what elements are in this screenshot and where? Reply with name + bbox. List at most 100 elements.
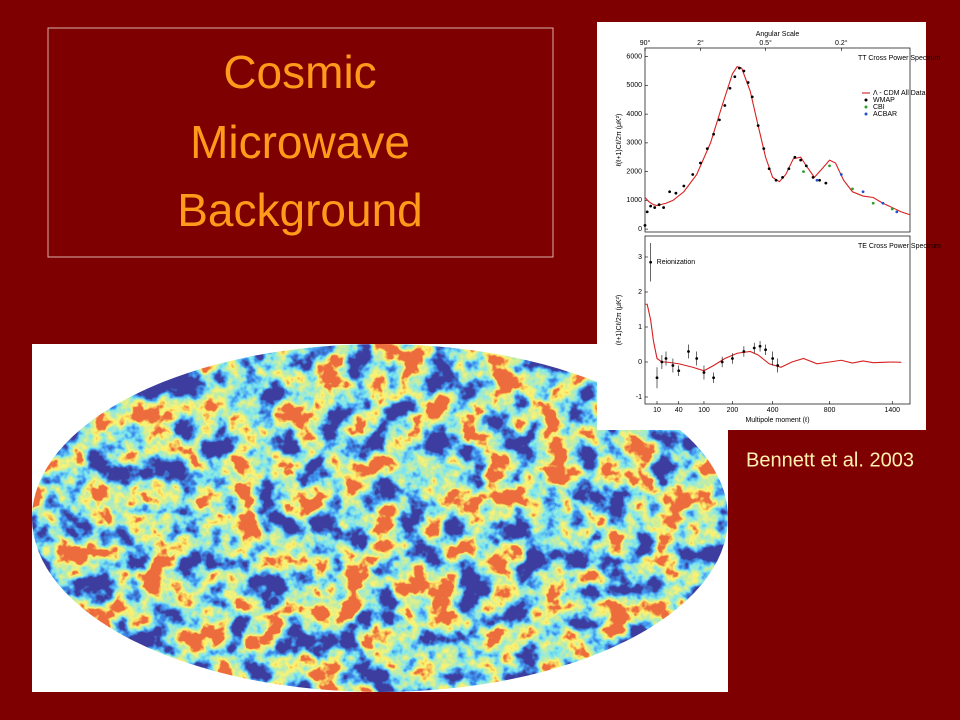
data-point xyxy=(705,147,709,151)
title-line: Background xyxy=(177,184,423,236)
y-tick-label: 1 xyxy=(638,324,642,331)
top-tick-label: 0.5° xyxy=(759,39,772,47)
x-tick-label: 1400 xyxy=(884,407,900,414)
data-point xyxy=(655,376,659,380)
data-point xyxy=(728,86,732,90)
data-point xyxy=(804,164,808,168)
y-tick-label: 3 xyxy=(638,254,642,261)
title-line: Microwave xyxy=(190,116,410,168)
data-point xyxy=(731,357,734,360)
data-point xyxy=(712,132,715,136)
data-point xyxy=(718,118,721,122)
data-point xyxy=(671,364,675,367)
data-point xyxy=(871,201,875,205)
x-tick-label: 200 xyxy=(727,407,739,414)
data-point xyxy=(674,191,678,195)
data-point xyxy=(702,371,706,374)
data-point xyxy=(746,81,750,84)
data-point xyxy=(890,207,894,211)
data-point xyxy=(851,187,854,191)
x-tick-label: 800 xyxy=(824,407,836,414)
legend-label: ACBAR xyxy=(873,111,897,118)
annotation: TT Cross Power Spectrum xyxy=(858,55,941,62)
legend-label: WMAP xyxy=(873,97,895,104)
data-point xyxy=(756,124,760,128)
figure xyxy=(597,22,926,430)
data-point xyxy=(774,178,778,182)
citation: Bennett et al. 2003 xyxy=(746,449,914,471)
data-point xyxy=(738,66,741,70)
legend-swatch xyxy=(864,105,868,109)
legend-label: CBI xyxy=(873,104,885,111)
data-point xyxy=(771,357,775,360)
data-point xyxy=(895,210,899,214)
data-point xyxy=(712,376,715,380)
y-tick-label: 5000 xyxy=(626,82,642,89)
data-point xyxy=(660,360,664,364)
top-axis-label: Angular Scale xyxy=(756,31,800,38)
data-point xyxy=(733,75,737,79)
x-tick-label: 100 xyxy=(698,407,710,414)
data-point xyxy=(764,348,767,352)
x-tick-label: 40 xyxy=(675,407,683,414)
title-box xyxy=(47,27,554,258)
y-axis-label: (ℓ+1)Cℓ/2π (μK²) xyxy=(616,295,623,346)
data-point xyxy=(645,210,649,214)
y-tick-label: 4000 xyxy=(626,111,642,118)
plot-frame xyxy=(644,235,911,405)
data-point xyxy=(781,175,784,179)
data-point xyxy=(767,167,771,171)
data-point xyxy=(811,175,815,179)
data-point xyxy=(643,223,647,227)
data-point xyxy=(677,369,681,373)
legend-swatch xyxy=(864,112,868,116)
y-tick-label: 1000 xyxy=(626,197,642,204)
plot-frame xyxy=(644,47,911,233)
title: Cosmic Microwave Background xyxy=(177,46,423,236)
data-point xyxy=(758,344,762,348)
note: Reionization xyxy=(657,259,696,266)
data-point xyxy=(664,357,668,360)
x-axis-label: Multipole moment (ℓ) xyxy=(745,417,809,424)
title-line: Cosmic xyxy=(223,46,376,98)
data-point xyxy=(695,357,699,360)
data-point xyxy=(723,104,727,107)
data-point xyxy=(818,178,821,182)
data-point xyxy=(815,178,819,182)
y-tick-label: -1 xyxy=(636,394,642,401)
x-tick-label: 10 xyxy=(653,407,661,414)
data-point xyxy=(649,260,653,264)
data-point xyxy=(828,164,831,168)
model-curve xyxy=(645,303,902,372)
top-tick-label: 2° xyxy=(697,39,704,47)
data-point xyxy=(657,203,661,207)
top-tick-label: 90° xyxy=(640,39,651,47)
data-point xyxy=(653,206,657,209)
top-tick-label: 0.2° xyxy=(835,39,848,47)
y-tick-label: 0 xyxy=(638,359,642,366)
y-axis-label: ℓ(ℓ+1)Cℓ/2π (μK²) xyxy=(616,114,623,168)
data-point xyxy=(668,190,672,194)
data-point xyxy=(861,190,865,194)
data-point xyxy=(839,173,843,176)
data-point xyxy=(720,360,724,364)
data-point xyxy=(750,95,754,99)
y-tick-label: 3000 xyxy=(626,140,642,147)
data-point xyxy=(691,173,695,176)
data-point xyxy=(793,155,797,159)
data-point xyxy=(787,167,791,171)
data-point xyxy=(802,170,805,174)
data-point xyxy=(752,346,756,350)
y-tick-label: 2000 xyxy=(626,168,642,175)
data-point xyxy=(687,350,690,353)
data-point xyxy=(662,206,666,209)
y-tick-label: 0 xyxy=(638,226,642,233)
data-point xyxy=(742,69,746,73)
data-point xyxy=(799,158,803,162)
data-point xyxy=(776,364,780,367)
data-point xyxy=(649,204,653,208)
data-point xyxy=(682,184,686,188)
